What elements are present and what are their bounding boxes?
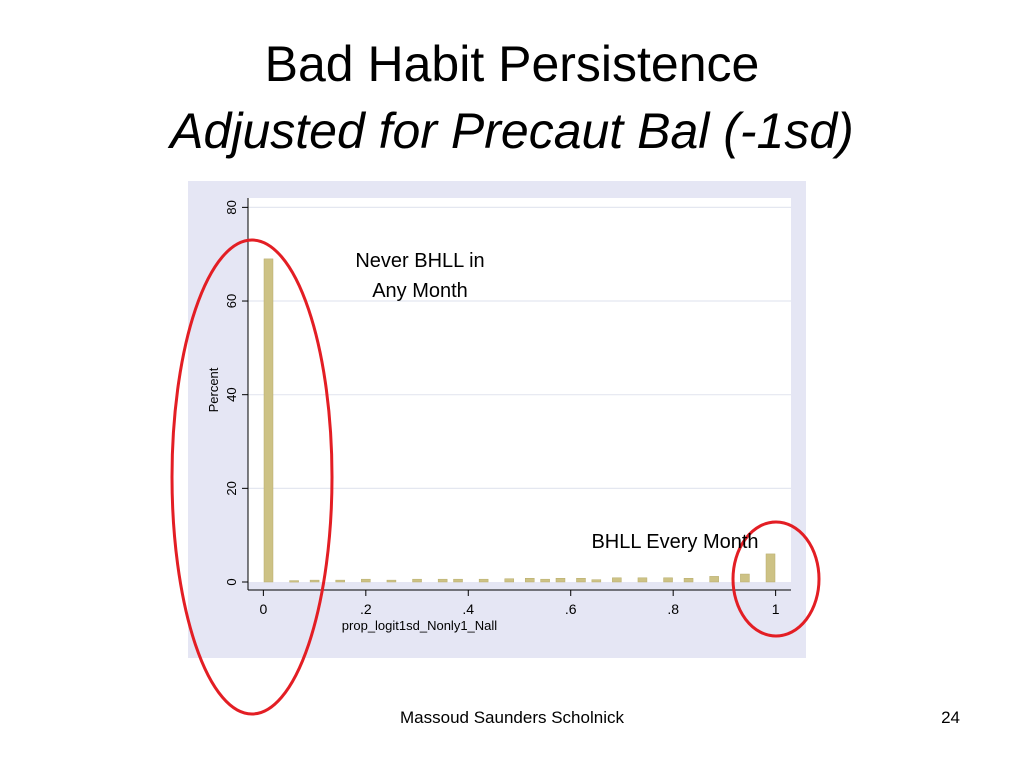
histogram-bar <box>637 577 648 583</box>
y-tick-label: 80 <box>224 200 239 214</box>
y-tick-label: 60 <box>224 294 239 308</box>
histogram-bar <box>663 577 673 583</box>
y-tick-label: 0 <box>224 578 239 585</box>
histogram-bar <box>437 578 448 583</box>
histogram-bar <box>555 578 566 583</box>
histogram-bar <box>263 258 274 583</box>
histogram-bar <box>453 578 463 583</box>
histogram-bar <box>576 578 586 583</box>
histogram-bar <box>683 578 694 583</box>
x-tick-label: .8 <box>667 601 679 617</box>
plot-area <box>248 198 791 582</box>
y-axis-title: Percent <box>206 367 221 412</box>
annotation-never-bhll: Never BHLL in Any Month <box>355 250 485 302</box>
highlight-ellipse-every <box>731 520 821 638</box>
highlight-ellipse-never <box>170 238 334 716</box>
histogram-bar <box>765 553 776 583</box>
slide-subtitle: Adjusted for Precaut Bal (-1sd) <box>170 103 854 159</box>
histogram-bar <box>524 578 535 583</box>
x-tick-label: 0 <box>259 601 267 617</box>
histogram-bar <box>361 578 371 583</box>
x-axis-title: prop_logit1sd_Nonly1_Nall <box>342 618 497 633</box>
histogram-bar <box>335 579 345 583</box>
annotation-bhll-every-month: BHLL Every Month <box>591 531 759 553</box>
x-tick-label: .6 <box>565 601 577 617</box>
histogram-bar <box>412 578 422 583</box>
histogram-bar <box>591 579 602 583</box>
histogram-bar <box>504 578 515 583</box>
y-tick-label: 20 <box>224 481 239 495</box>
histogram-bar <box>740 573 750 583</box>
x-tick-label: .4 <box>462 601 474 617</box>
histogram-bar <box>386 579 397 583</box>
histogram-bar <box>478 578 489 583</box>
x-tick-label: 1 <box>772 601 780 617</box>
y-tick-label: 40 <box>224 387 239 401</box>
histogram-bar <box>309 579 320 583</box>
histogram-bar <box>540 578 550 583</box>
histogram-bar <box>612 577 622 583</box>
slide-title: Bad Habit Persistence <box>264 36 760 92</box>
footer-authors: Massoud Saunders Scholnick <box>400 708 624 727</box>
page-number: 24 <box>941 708 960 727</box>
x-tick-label: .2 <box>360 601 372 617</box>
histogram-bar <box>289 580 299 583</box>
histogram-bar <box>709 576 719 583</box>
